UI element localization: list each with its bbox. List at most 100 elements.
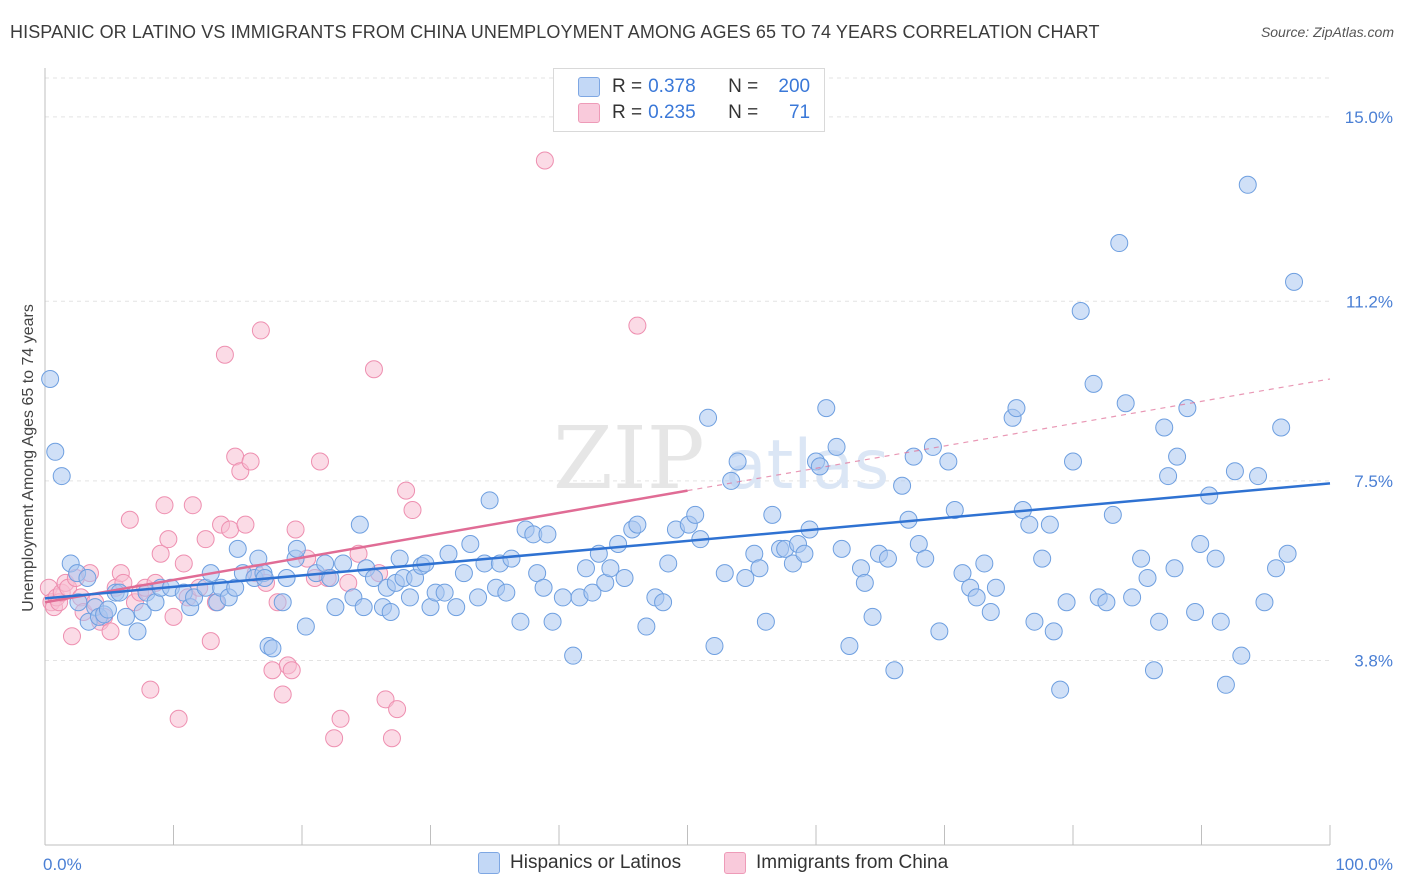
data-point-hispanic — [916, 549, 935, 568]
data-point-hispanic — [686, 505, 705, 524]
data-point-hispanic — [878, 549, 897, 568]
y-tick-label: 3.8% — [1354, 652, 1393, 671]
data-point-china — [174, 554, 193, 573]
data-point-hispanic — [1084, 374, 1103, 393]
data-point-hispanic — [1097, 593, 1116, 612]
watermark-atlas: atlas — [725, 426, 889, 505]
data-point-hispanic — [435, 583, 454, 602]
data-point-china — [141, 680, 160, 699]
data-point-china — [151, 544, 170, 563]
data-point-china — [331, 709, 350, 728]
data-point-china — [628, 316, 647, 335]
data-point-china — [325, 729, 344, 748]
legend-item-hispanics[interactable]: Hispanics or Latinos — [478, 852, 681, 874]
data-point-hispanic — [728, 452, 747, 471]
data-point-hispanic — [1064, 452, 1082, 471]
data-point-china — [155, 496, 174, 515]
data-point-hispanic — [832, 539, 851, 558]
data-point-china — [196, 530, 215, 549]
data-point-hispanic — [296, 617, 315, 636]
data-point-hispanic — [609, 535, 628, 554]
data-point-hispanic — [583, 583, 602, 602]
legend-r-value: 0.378 — [648, 76, 696, 97]
data-point-hispanic — [1186, 602, 1205, 621]
data-point-hispanic — [41, 369, 60, 388]
chart-title: HISPANIC OR LATINO VS IMMIGRANTS FROM CH… — [10, 22, 1100, 42]
legend-swatch-pink — [578, 103, 600, 123]
data-point-hispanic — [1238, 175, 1257, 194]
y-axis-label: Unemployment Among Ages 65 to 74 years — [20, 304, 37, 612]
data-point-hispanic — [1144, 661, 1163, 680]
data-point-hispanic — [885, 661, 904, 680]
data-point-hispanic — [502, 549, 521, 568]
data-point-hispanic — [480, 491, 499, 510]
data-point-hispanic — [1116, 394, 1135, 413]
data-point-hispanic — [543, 612, 562, 631]
data-point-china — [169, 709, 188, 728]
data-point-hispanic — [534, 578, 553, 597]
data-point-hispanic — [1025, 612, 1044, 631]
data-point-hispanic — [981, 602, 1000, 621]
data-point-hispanic — [855, 573, 874, 592]
legend-r-value: 0.235 — [648, 102, 696, 123]
data-point-hispanic — [454, 564, 473, 583]
data-point-hispanic — [1168, 447, 1187, 466]
data-point-hispanic — [1178, 399, 1197, 418]
data-point-china — [388, 700, 407, 719]
data-point-hispanic — [756, 612, 775, 631]
data-point-hispanic — [1211, 612, 1230, 631]
trend-lines — [44, 378, 1331, 604]
data-point-hispanic — [817, 399, 836, 418]
data-point-hispanic — [930, 622, 949, 641]
data-point-china — [62, 627, 81, 646]
legend-swatch-blue — [478, 852, 500, 874]
legend-n-label: N = — [728, 102, 759, 123]
legend-item-china[interactable]: Immigrants from China — [724, 852, 948, 874]
data-point-china — [282, 661, 301, 680]
data-point-china — [310, 452, 329, 471]
data-point-hispanic — [381, 602, 400, 621]
data-point-hispanic — [1225, 462, 1244, 481]
data-point-hispanic — [1285, 272, 1304, 291]
data-point-hispanic — [553, 588, 572, 607]
data-point-china — [164, 607, 183, 626]
data-point-hispanic — [654, 593, 673, 612]
data-point-hispanic — [1278, 544, 1297, 563]
data-point-hispanic — [564, 646, 583, 665]
data-point-hispanic — [1071, 302, 1090, 321]
data-point-hispanic — [1191, 535, 1210, 554]
data-point-hispanic — [185, 588, 204, 607]
data-point-hispanic — [715, 564, 734, 583]
y-tick-label: 7.5% — [1354, 472, 1393, 491]
data-point-hispanic — [52, 467, 71, 486]
data-point-hispanic — [287, 539, 306, 558]
data-point-hispanic — [945, 501, 964, 520]
data-point-hispanic — [699, 408, 718, 427]
data-point-china — [273, 685, 292, 704]
data-point-hispanic — [538, 525, 557, 544]
data-point-hispanic — [1044, 622, 1063, 641]
legend-r-label: R = — [612, 102, 643, 123]
data-point-hispanic — [1216, 675, 1235, 694]
data-point-hispanic — [659, 554, 678, 573]
data-point-hispanic — [827, 437, 846, 456]
data-point-hispanic — [350, 515, 369, 534]
watermark: ZIP atlas — [553, 409, 889, 509]
data-point-hispanic — [795, 544, 814, 563]
series-hispanics-or-latinos — [41, 175, 1304, 699]
data-point-hispanic — [78, 569, 97, 588]
data-point-hispanic — [263, 639, 282, 658]
data-point-hispanic — [326, 598, 345, 617]
data-point-hispanic — [447, 598, 466, 617]
data-point-hispanic — [953, 564, 972, 583]
x-tick-label: 100.0% — [1335, 855, 1393, 874]
data-point-hispanic — [893, 476, 912, 495]
data-point-china — [241, 452, 260, 471]
data-point-hispanic — [939, 452, 958, 471]
data-point-hispanic — [975, 554, 994, 573]
legend-n-label: N = — [728, 76, 759, 97]
data-point-china — [236, 515, 255, 534]
data-point-hispanic — [1165, 559, 1184, 578]
data-point-hispanic — [986, 578, 1005, 597]
